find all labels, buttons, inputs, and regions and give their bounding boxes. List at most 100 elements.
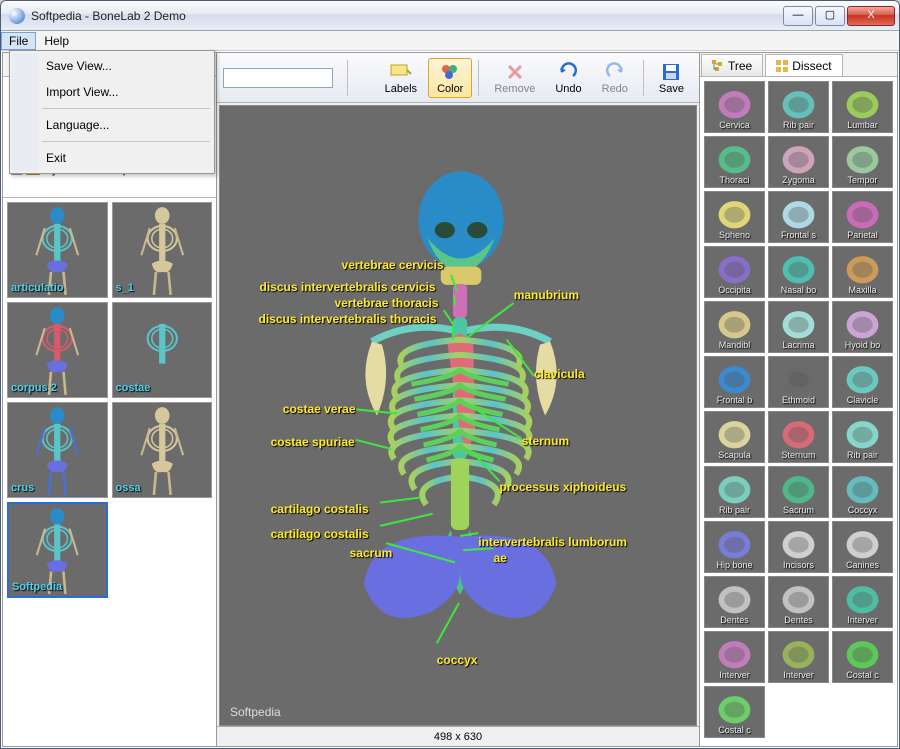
dissect-cell-label: Frontal s: [771, 230, 826, 240]
title-bar[interactable]: Softpedia - BoneLab 2 Demo — ▢ X: [1, 1, 899, 31]
dissect-cell[interactable]: Spheno: [704, 191, 765, 243]
dissect-cell[interactable]: Costal c: [704, 686, 765, 738]
dissect-cell[interactable]: Tempor: [832, 136, 893, 188]
dissect-cell-label: Costal c: [707, 725, 762, 735]
dissect-cell[interactable]: Coccyx: [832, 466, 893, 518]
dissect-cell[interactable]: Clavicle: [832, 356, 893, 408]
dissect-cell-label: Lacrima: [771, 340, 826, 350]
menu-file[interactable]: File: [1, 32, 36, 50]
dissect-cell[interactable]: Parietal: [832, 191, 893, 243]
toolbar-sep-2: [478, 60, 479, 96]
dissect-cell-label: Canines: [835, 560, 890, 570]
minimize-button[interactable]: —: [783, 6, 813, 26]
thumbnail[interactable]: costae: [112, 302, 213, 398]
dissect-cell-label: Maxilla: [835, 285, 890, 295]
dissect-cell[interactable]: Interver: [768, 631, 829, 683]
save-button[interactable]: Save: [650, 58, 693, 98]
dissect-cell-label: Coccyx: [835, 505, 890, 515]
watermark: Softpedia: [230, 705, 281, 719]
dissect-cell[interactable]: Sternum: [768, 411, 829, 463]
thumbnail-label: ossa: [116, 482, 141, 494]
status-bar: 498 x 630: [217, 726, 699, 746]
dissect-cell-label: Rib pair: [771, 120, 826, 130]
dissect-cell-label: Ethmoid: [771, 395, 826, 405]
dissect-cell[interactable]: Canines: [832, 521, 893, 573]
dissect-cell-label: Interver: [835, 615, 890, 625]
thumbnail[interactable]: corpus 2: [7, 302, 108, 398]
dissect-cell[interactable]: Costal c: [832, 631, 893, 683]
thumbnail-label: crus: [11, 482, 34, 494]
search-input[interactable]: [223, 68, 333, 88]
menu-import-view[interactable]: Import View...: [12, 79, 212, 105]
dissect-cell[interactable]: Mandibl: [704, 301, 765, 353]
dissect-cell-label: Clavicle: [835, 395, 890, 405]
thumbnail[interactable]: crus: [7, 402, 108, 498]
thumbnail-label: costae: [116, 382, 151, 394]
dissect-cell[interactable]: Sacrum: [768, 466, 829, 518]
menu-separator: [42, 141, 210, 142]
tab-tree[interactable]: Tree: [701, 54, 763, 76]
thumbnail-label: articulatio: [11, 282, 64, 294]
menu-exit[interactable]: Exit: [12, 145, 212, 171]
dissect-cell[interactable]: Frontal s: [768, 191, 829, 243]
dissect-cell[interactable]: Zygoma: [768, 136, 829, 188]
undo-button[interactable]: Undo: [546, 58, 590, 98]
dissect-cell[interactable]: Lumbar: [832, 81, 893, 133]
dissect-cell[interactable]: Scapula: [704, 411, 765, 463]
dissect-cell[interactable]: Cervica: [704, 81, 765, 133]
dissect-cell-label: Thoraci: [707, 175, 762, 185]
thumbnail[interactable]: articulatio: [7, 202, 108, 298]
dissect-cell[interactable]: Frontal b: [704, 356, 765, 408]
menu-save-view[interactable]: Save View...: [12, 53, 212, 79]
window-title: Softpedia - BoneLab 2 Demo: [31, 9, 781, 23]
thumbnail-label: Softpedia: [12, 581, 62, 593]
color-button[interactable]: Color: [428, 58, 472, 98]
toolbar: Labels Color Remove Undo Redo: [217, 53, 699, 103]
menu-language[interactable]: Language...: [12, 112, 212, 138]
dissect-cell[interactable]: Maxilla: [832, 246, 893, 298]
thumbnail[interactable]: s_1: [112, 202, 213, 298]
dissect-cell[interactable]: Interver: [832, 576, 893, 628]
dissect-cell[interactable]: Rib pair: [832, 411, 893, 463]
menu-help[interactable]: Help: [36, 32, 77, 50]
dissect-cell-label: Dentes: [771, 615, 826, 625]
close-button[interactable]: X: [847, 6, 895, 26]
dissect-cell-label: Mandibl: [707, 340, 762, 350]
dissect-cell-label: Hyoid bo: [835, 340, 890, 350]
thumbnail[interactable]: Softpedia: [7, 502, 108, 598]
dissect-cell[interactable]: Thoraci: [704, 136, 765, 188]
dissect-cell[interactable]: Occipita: [704, 246, 765, 298]
dissect-cell[interactable]: Rib pair: [704, 466, 765, 518]
dissect-cell-label: Parietal: [835, 230, 890, 240]
thumbnail-label: s_1: [116, 282, 134, 294]
tab-dissect[interactable]: Dissect: [765, 54, 842, 76]
dissect-cell[interactable]: Nasal bo: [768, 246, 829, 298]
dissect-cell[interactable]: Lacrima: [768, 301, 829, 353]
dissect-cell[interactable]: Dentes: [768, 576, 829, 628]
dissect-cell-label: Hip bone: [707, 560, 762, 570]
dissect-cell[interactable]: Hip bone: [704, 521, 765, 573]
toolbar-sep: [347, 60, 348, 96]
canvas-viewport[interactable]: vertebrae cervicisdiscus intervertebrali…: [219, 105, 697, 726]
dissect-cell[interactable]: Interver: [704, 631, 765, 683]
dissect-cell-label: Interver: [771, 670, 826, 680]
right-panel: Tree Dissect Cervica Rib pair Lumbar Thorac…: [699, 53, 897, 746]
dissect-icon: [776, 60, 788, 72]
maximize-button[interactable]: ▢: [815, 6, 845, 26]
tree-icon: [712, 60, 724, 72]
dissect-cell[interactable]: Incisors: [768, 521, 829, 573]
thumbnail[interactable]: ossa: [112, 402, 213, 498]
labels-button[interactable]: Labels: [376, 58, 426, 98]
redo-button[interactable]: Redo: [593, 58, 637, 98]
dissect-cell-label: Cervica: [707, 120, 762, 130]
dissect-cell[interactable]: Rib pair: [768, 81, 829, 133]
dissect-cell-label: Occipita: [707, 285, 762, 295]
dissect-grid[interactable]: Cervica Rib pair Lumbar Thoraci ZygomaTempor…: [700, 77, 897, 746]
dissect-cell[interactable]: Dentes: [704, 576, 765, 628]
dissect-cell-label: Spheno: [707, 230, 762, 240]
dissect-cell[interactable]: Ethmoid: [768, 356, 829, 408]
thumbnail-grid[interactable]: articulatio s_1 corpus 2 costae: [3, 197, 216, 746]
dissect-cell[interactable]: Hyoid bo: [832, 301, 893, 353]
remove-button[interactable]: Remove: [485, 58, 544, 98]
redo-icon: [603, 61, 627, 83]
